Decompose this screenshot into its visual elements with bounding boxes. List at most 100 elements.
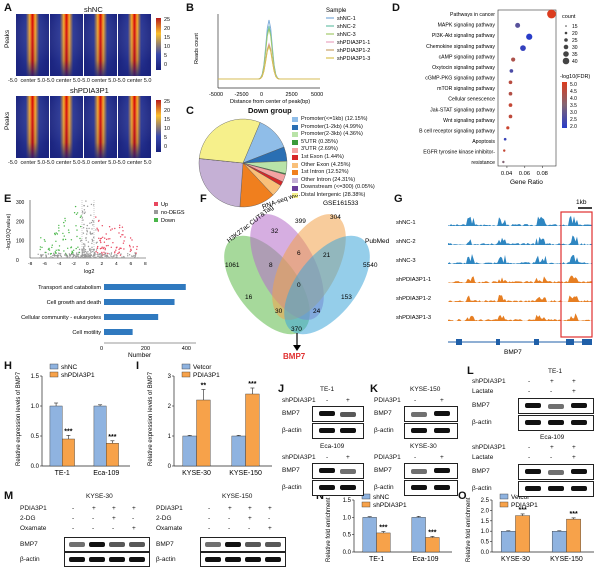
- legend-label: no-DEGS: [161, 210, 185, 216]
- volcano-point: [47, 248, 50, 250]
- count-legend-dot: [564, 31, 568, 35]
- pie-legend-label: Promoter(<=1kb) (12.15%): [301, 116, 368, 122]
- volcano-point: [70, 239, 73, 241]
- count-legend-dot: [565, 25, 567, 27]
- wb-sign: -: [72, 515, 75, 522]
- wb-sign: -: [208, 515, 211, 522]
- significance-stars: **: [201, 383, 207, 390]
- volcano-point: [95, 249, 98, 251]
- wb-row-label: shPDIA3P1: [472, 378, 506, 385]
- pathway-label: cAMP signaling pathway: [439, 54, 496, 60]
- bar-label: Cellular community - eukaryotes: [21, 315, 101, 321]
- wb-sign: -: [268, 515, 271, 522]
- category-label: KYSE-150: [229, 470, 262, 477]
- legend-swatch: [49, 363, 59, 370]
- significance-stars: ***: [379, 525, 387, 532]
- y-tick-label: 1.0: [343, 515, 352, 521]
- volcano-point: [67, 247, 69, 249]
- volcano-point: [63, 225, 65, 227]
- volcano-point: [68, 253, 71, 255]
- volcano-point: [90, 254, 93, 257]
- panel-letter-f: F: [200, 193, 207, 205]
- pie-legend-item: Distal Intergenic (28.38%): [292, 192, 375, 200]
- volcano-point: [110, 255, 112, 257]
- volcano-point: [97, 255, 100, 257]
- pie-legend-label: 1st Intron (12.52%): [301, 169, 349, 176]
- volcano-point: [63, 235, 65, 237]
- wb-protein-bmp7: BMP7: [156, 541, 174, 548]
- volcano-point: [48, 257, 50, 259]
- legend-swatch: [361, 501, 371, 508]
- volcano-point: [40, 237, 42, 239]
- category-label: KYSE-150: [550, 556, 583, 563]
- volcano-point: [82, 252, 84, 254]
- volcano-point: [136, 248, 138, 250]
- volcano-point: [65, 255, 67, 257]
- volcano-plot: 300 200 100 0 -8 -6 -4 -2 0 2 4 6 8 log2 Up no-DEGS Down: [16, 200, 185, 275]
- wb-sign: -: [528, 388, 531, 395]
- volcano-point: [115, 249, 117, 251]
- volcano-point: [87, 254, 89, 257]
- track-signal-shPDIA3P1-2: [448, 294, 592, 302]
- wb-blot: [312, 480, 364, 496]
- volcano-point: [99, 252, 101, 255]
- series-line-shNC-3: [218, 28, 320, 80]
- track-label: shPDIA3P1-1: [396, 277, 431, 283]
- volcano-point: [89, 249, 91, 251]
- volcano-point: [71, 250, 73, 252]
- wb-sign: -: [326, 397, 329, 404]
- dot-Cellular senescence: [508, 103, 513, 107]
- volcano-point: [92, 249, 95, 251]
- volcano-point: [64, 217, 66, 220]
- volcano-point: [56, 233, 59, 235]
- wb-sign: +: [268, 505, 272, 512]
- wb-sign: -: [208, 505, 211, 512]
- volcano-point: [55, 240, 57, 242]
- legend-swatch: [181, 363, 191, 370]
- volcano-point: [91, 228, 93, 230]
- bar-PDIA3P1-KYSE-150: [245, 393, 260, 467]
- volcano-point: [111, 255, 113, 258]
- volcano-point: [39, 246, 42, 248]
- volcano-point: [100, 241, 102, 244]
- volcano-point: [79, 240, 82, 242]
- x-tick-label: 200: [141, 346, 150, 352]
- heatmap-title-shpdia3p1: shPDIA3P1: [70, 86, 109, 95]
- significance-stars: ***: [248, 381, 256, 388]
- volcano-point: [80, 225, 82, 228]
- heatmap-ylabel-2: Peaks: [4, 111, 11, 130]
- volcano-point: [91, 233, 93, 235]
- volcano-point: [95, 216, 97, 218]
- y-tick-label: 200: [16, 219, 25, 225]
- volcano-point: [111, 228, 113, 230]
- volcano-point: [101, 251, 103, 254]
- volcano-point: [84, 254, 86, 256]
- wb-sign: +: [550, 378, 554, 385]
- wb-sign: +: [248, 505, 252, 512]
- volcano-point: [83, 248, 85, 250]
- y-tick-label: 1.5: [481, 519, 490, 525]
- y-tick-label: 0.5: [31, 434, 40, 440]
- volcano-point: [86, 229, 88, 232]
- pie-legend-item: 3'UTR (2.69%): [292, 146, 375, 154]
- volcano-point: [110, 253, 112, 255]
- volcano-point: [39, 254, 42, 256]
- category-label: TE-1: [369, 556, 384, 563]
- volcano-point: [81, 217, 84, 219]
- wb-sign: +: [572, 444, 576, 451]
- pie-legend-item: Other Exon (4.25%): [292, 162, 375, 170]
- volcano-point: [77, 255, 79, 257]
- volcano-point: [109, 238, 111, 240]
- dot-Oxytocin signaling pathway: [509, 69, 514, 73]
- wb-protein-bmp7: BMP7: [282, 410, 300, 417]
- panel-letter-d: D: [392, 2, 400, 14]
- x-tick-label: 4: [115, 261, 118, 267]
- x-tick-label: 8: [144, 261, 147, 267]
- bar-PDIA3P1-KYSE-30: [196, 399, 211, 467]
- track-label: shNC-1: [396, 220, 416, 226]
- volcano-point: [104, 247, 107, 250]
- wb-blot: [312, 463, 364, 479]
- volcano-point: [105, 238, 108, 241]
- volcano-point: [78, 248, 81, 251]
- significance-stars: ***: [64, 428, 72, 435]
